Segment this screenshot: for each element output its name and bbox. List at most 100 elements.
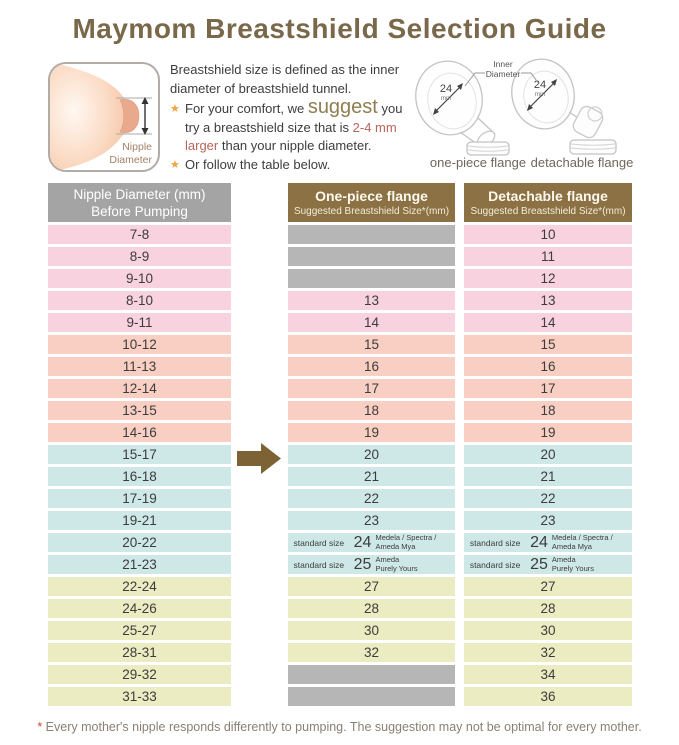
nipple-range-cell: 19-21 (48, 511, 231, 530)
nipple-range-cell: 9-10 (48, 269, 231, 288)
nipple-range-cell: 10-12 (48, 335, 231, 354)
detachable-size-cell: 19 (464, 423, 632, 442)
table-bullet-text: Or follow the table below. (185, 156, 331, 172)
flange-diagram-svg: 24 mm 24 mm Inner Diameter (415, 58, 617, 156)
standard-size-brands: Medela / Spectra / Ameda Mya (375, 533, 437, 551)
comfort-bullet-segment: For your comfort, we (185, 101, 308, 116)
definition-text: Breastshield size is defined as the inne… (170, 62, 400, 96)
nipple-range-cell: 13-15 (48, 401, 231, 420)
detachable-size-cell: 22 (464, 489, 632, 508)
one-piece-diameter-arrow (434, 85, 462, 113)
standard-size-value: 25 (530, 555, 548, 573)
nipple-column-header: Nipple Diameter (mm) Before Pumping (48, 183, 231, 222)
detachable-size-text: 24 (534, 79, 546, 91)
inner-diameter-pointer-left (464, 72, 485, 87)
standard-size-brands: Ameda Purely Yours (375, 555, 418, 573)
nipple-range-cell: 9-11 (48, 313, 231, 332)
one-piece-size-cell (288, 269, 455, 288)
detachable-size-cell: 14 (464, 313, 632, 332)
detachable-size-cell: 28 (464, 599, 632, 618)
detachable-size-cell: 18 (464, 401, 632, 420)
inner-diameter-label-line2: Diameter (486, 69, 521, 79)
nipple-header-line2: Before Pumping (91, 203, 188, 219)
nipple-shape (119, 99, 140, 133)
nipple-range-cell: 29-32 (48, 665, 231, 684)
nipple-range-cell: 21-23 (48, 555, 231, 574)
page-title: Maymom Breastshield Selection Guide (72, 13, 607, 44)
detachable-size-cell: 12 (464, 269, 632, 288)
detachable-size-cell: 36 (464, 687, 632, 706)
one-piece-size-cell (288, 247, 455, 266)
detachable-size-cell: standard size 25 Ameda Purely Yours (464, 555, 632, 574)
detachable-size-cell: standard size 24 Medela / Spectra / Ameda … (464, 533, 632, 552)
one-piece-size-cell: 30 (288, 621, 455, 640)
one-piece-unit-text: mm (441, 95, 452, 102)
footer-text: Every mother's nipple responds different… (42, 720, 642, 734)
detachable-size-cell: 23 (464, 511, 632, 530)
one-piece-column-rows: 13 14 15 16 17 18 19 20 21 22 23 standard size 24 Med… (288, 225, 455, 709)
one-piece-column-header: One-piece flange Suggested Breastshield … (288, 183, 455, 222)
comfort-bullet-segment: than your nipple diameter. (218, 138, 372, 153)
one-piece-arrowhead-b (433, 108, 439, 115)
detachable-size-cell: 13 (464, 291, 632, 310)
one-piece-size-cell: 14 (288, 313, 455, 332)
footer-note: * Every mother's nipple responds differe… (0, 720, 679, 734)
nipple-column-rows: 7-8 8-9 9-10 8-10 9-11 10-12 11-13 12-14 13-15 14… (48, 225, 231, 709)
comfort-bullet-segment: suggest (307, 96, 378, 118)
one-piece-header-subtitle: Suggested Breastshield Size*(mm) (293, 205, 450, 217)
right-arrow-icon (237, 443, 281, 474)
one-piece-size-cell: 17 (288, 379, 455, 398)
measure-arrowhead-bottom (141, 128, 149, 135)
standard-size-label: standard size (293, 559, 345, 570)
one-piece-size-cell (288, 665, 455, 684)
one-piece-size-cell: 27 (288, 577, 455, 596)
star-icon: ★ (170, 158, 180, 171)
nipple-range-cell: 8-10 (48, 291, 231, 310)
nipple-range-cell: 7-8 (48, 225, 231, 244)
comfort-bullet: ★ For your comfort, we suggest you try a … (170, 97, 422, 156)
breast-illustration: Nipple Diameter (48, 62, 160, 172)
nipple-label-line1: Nipple (122, 141, 152, 153)
standard-size-brands: Medela / Spectra / Ameda Mya (551, 533, 613, 551)
one-piece-size-cell (288, 225, 455, 244)
detachable-header-title: Detachable flange (488, 187, 608, 204)
standard-size-label: standard size (469, 559, 521, 570)
one-piece-size-cell: 22 (288, 489, 455, 508)
breast-diagram-svg: Nipple Diameter (50, 64, 152, 170)
detachable-size-cell: 34 (464, 665, 632, 684)
nipple-range-cell: 20-22 (48, 533, 231, 552)
one-piece-size-cell (288, 687, 455, 706)
one-piece-size-cell: 13 (288, 291, 455, 310)
detachable-unit-text: mm (535, 91, 546, 98)
one-piece-size-cell: 20 (288, 445, 455, 464)
footer-asterisk: * (37, 720, 43, 734)
detachable-size-cell: 11 (464, 247, 632, 266)
detachable-size-cell: 27 (464, 577, 632, 596)
comfort-bullet-segment: you try a breastshield size that is (185, 101, 403, 135)
detachable-size-cell: 21 (464, 467, 632, 486)
standard-size-value: 24 (530, 533, 548, 551)
flange-diagrams: 24 mm 24 mm Inner Diameter (405, 56, 673, 156)
nipple-range-cell: 31-33 (48, 687, 231, 706)
nipple-range-cell: 25-27 (48, 621, 231, 640)
one-piece-size-cell: 18 (288, 401, 455, 420)
detachable-size-cell: 15 (464, 335, 632, 354)
nipple-range-cell: 11-13 (48, 357, 231, 376)
detachable-size-cell: 32 (464, 643, 632, 662)
one-piece-size-cell: standard size 24 Medela / Spectra / Ameda … (288, 533, 455, 552)
nipple-range-cell: 8-9 (48, 247, 231, 266)
nipple-range-cell: 22-24 (48, 577, 231, 596)
nipple-range-cell: 16-18 (48, 467, 231, 486)
one-piece-size-cell: 28 (288, 599, 455, 618)
nipple-range-cell: 24-26 (48, 599, 231, 618)
inner-diameter-label-line1: Inner (493, 59, 513, 69)
nipple-range-cell: 15-17 (48, 445, 231, 464)
nipple-label-line2: Diameter (109, 154, 152, 166)
standard-size-label: standard size (469, 537, 521, 548)
one-piece-size-cell: 15 (288, 335, 455, 354)
one-piece-size-cell: standard size 25 Ameda Purely Yours (288, 555, 455, 574)
star-icon: ★ (170, 103, 180, 115)
detachable-size-cell: 16 (464, 357, 632, 376)
comfort-bullet-text: For your comfort, we suggest you try a b… (185, 97, 403, 153)
table-bullet: ★ Or follow the table below. (170, 156, 422, 175)
